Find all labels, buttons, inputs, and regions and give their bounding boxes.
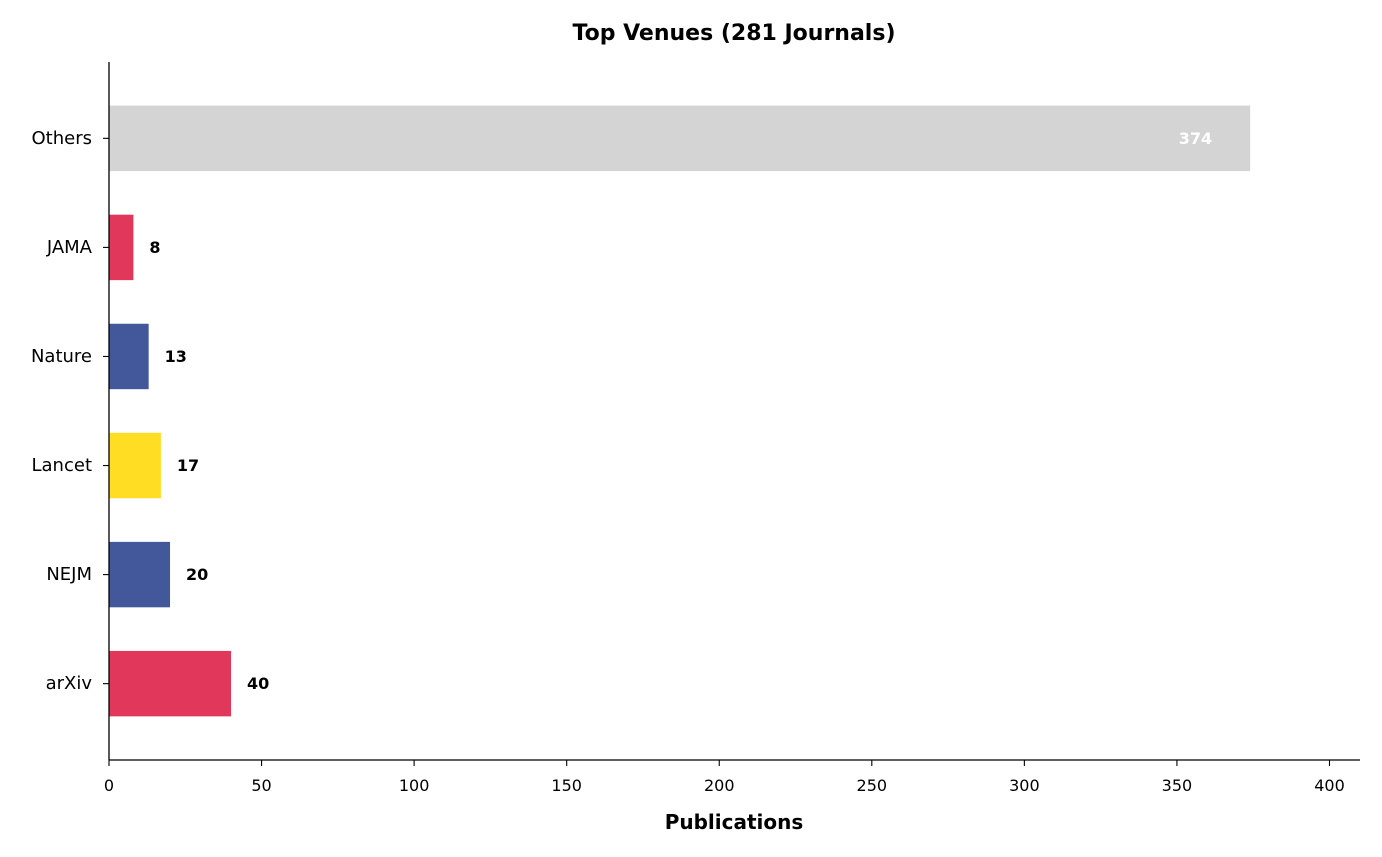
y-tick-label: arXiv <box>46 673 93 694</box>
x-axis: 0 50 100 150 200 250 300 350 400 <box>104 759 1360 795</box>
x-tick-label: 150 <box>551 776 582 795</box>
bars-group <box>109 105 1251 717</box>
x-axis-label: Publications <box>665 810 804 834</box>
bar-value-label: 20 <box>186 565 208 584</box>
x-tick-label: 100 <box>399 776 430 795</box>
x-tick-label: 350 <box>1162 776 1193 795</box>
x-tick-label: 200 <box>704 776 735 795</box>
bar-labels-group: 40 20 17 13 8 374 <box>149 129 1212 693</box>
y-tick-label: Others <box>32 128 93 149</box>
bar-value-label: 8 <box>149 238 160 257</box>
x-tick-label: 400 <box>1314 776 1345 795</box>
x-tick-label: 0 <box>104 776 114 795</box>
chart-title: Top Venues (281 Journals) <box>573 21 896 46</box>
x-tick-label: 50 <box>251 776 271 795</box>
y-tick-label: JAMA <box>46 237 93 258</box>
bar-nature <box>109 323 149 390</box>
bar-nejm <box>109 541 171 608</box>
y-tick-label: Nature <box>31 346 92 367</box>
bar-others <box>109 105 1251 172</box>
bar-arxiv <box>109 650 232 717</box>
bar-value-label: 13 <box>165 347 187 366</box>
bar-value-label: 374 <box>1179 129 1212 148</box>
bar-jama <box>109 214 134 281</box>
x-tick-label: 250 <box>857 776 888 795</box>
bar-value-label: 40 <box>247 674 269 693</box>
x-tick-label: 300 <box>1009 776 1040 795</box>
bar-value-label: 17 <box>177 456 199 475</box>
y-tick-label: NEJM <box>46 564 92 585</box>
y-tick-label: Lancet <box>32 455 93 476</box>
y-axis: arXiv NEJM Lancet Nature JAMA Others <box>31 62 110 760</box>
bar-lancet <box>109 432 161 499</box>
